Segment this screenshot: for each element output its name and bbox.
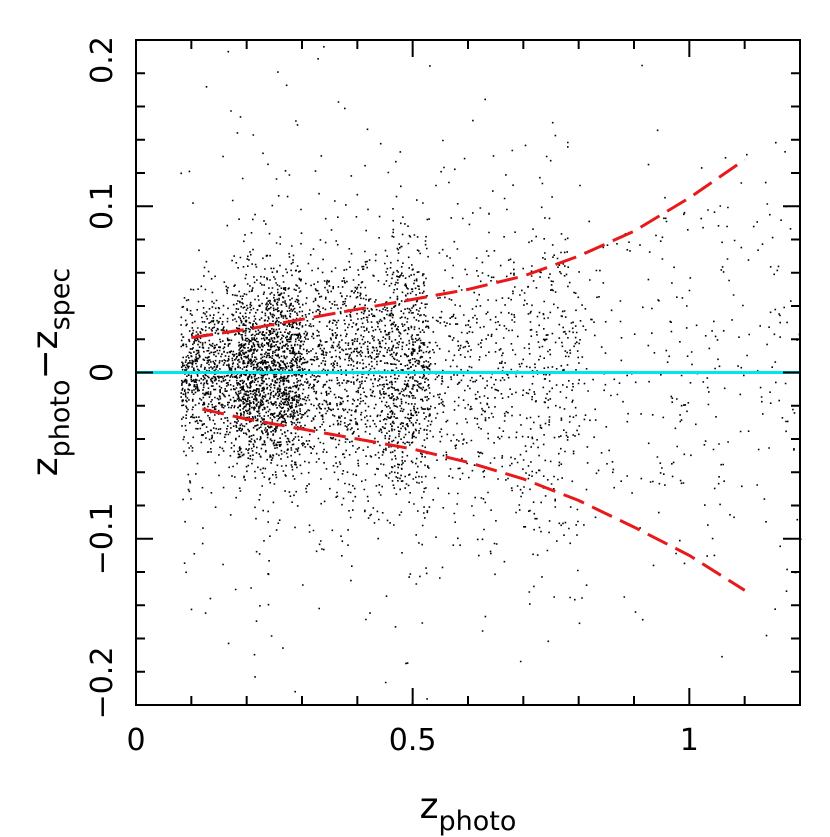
x-tick-label: 0.5 — [389, 723, 437, 758]
y-axis-label: zphoto−zspec — [25, 268, 76, 477]
axis-ticks — [135, 39, 801, 706]
scatter-points — [180, 46, 802, 706]
curve-lower — [202, 407, 746, 592]
curve-upper — [191, 158, 746, 340]
y-tick-label: 0.1 — [85, 182, 120, 230]
x-tick-label: 0 — [126, 723, 145, 758]
dispersion-curves — [191, 158, 746, 592]
y-tick-label: 0 — [85, 363, 120, 382]
x-tick-labels: 0 0.5 1 — [126, 723, 698, 758]
y-tick-label: 0.2 — [85, 36, 120, 84]
scatter-dots — [180, 46, 802, 706]
x-tick-label: 1 — [680, 723, 699, 758]
y-tick-labels: −0.2 −0.1 0 0.1 0.2 — [85, 36, 120, 719]
y-tick-label: −0.1 — [85, 502, 120, 575]
x-axis-label: zphoto — [420, 786, 517, 837]
y-tick-label: −0.2 — [85, 647, 120, 720]
